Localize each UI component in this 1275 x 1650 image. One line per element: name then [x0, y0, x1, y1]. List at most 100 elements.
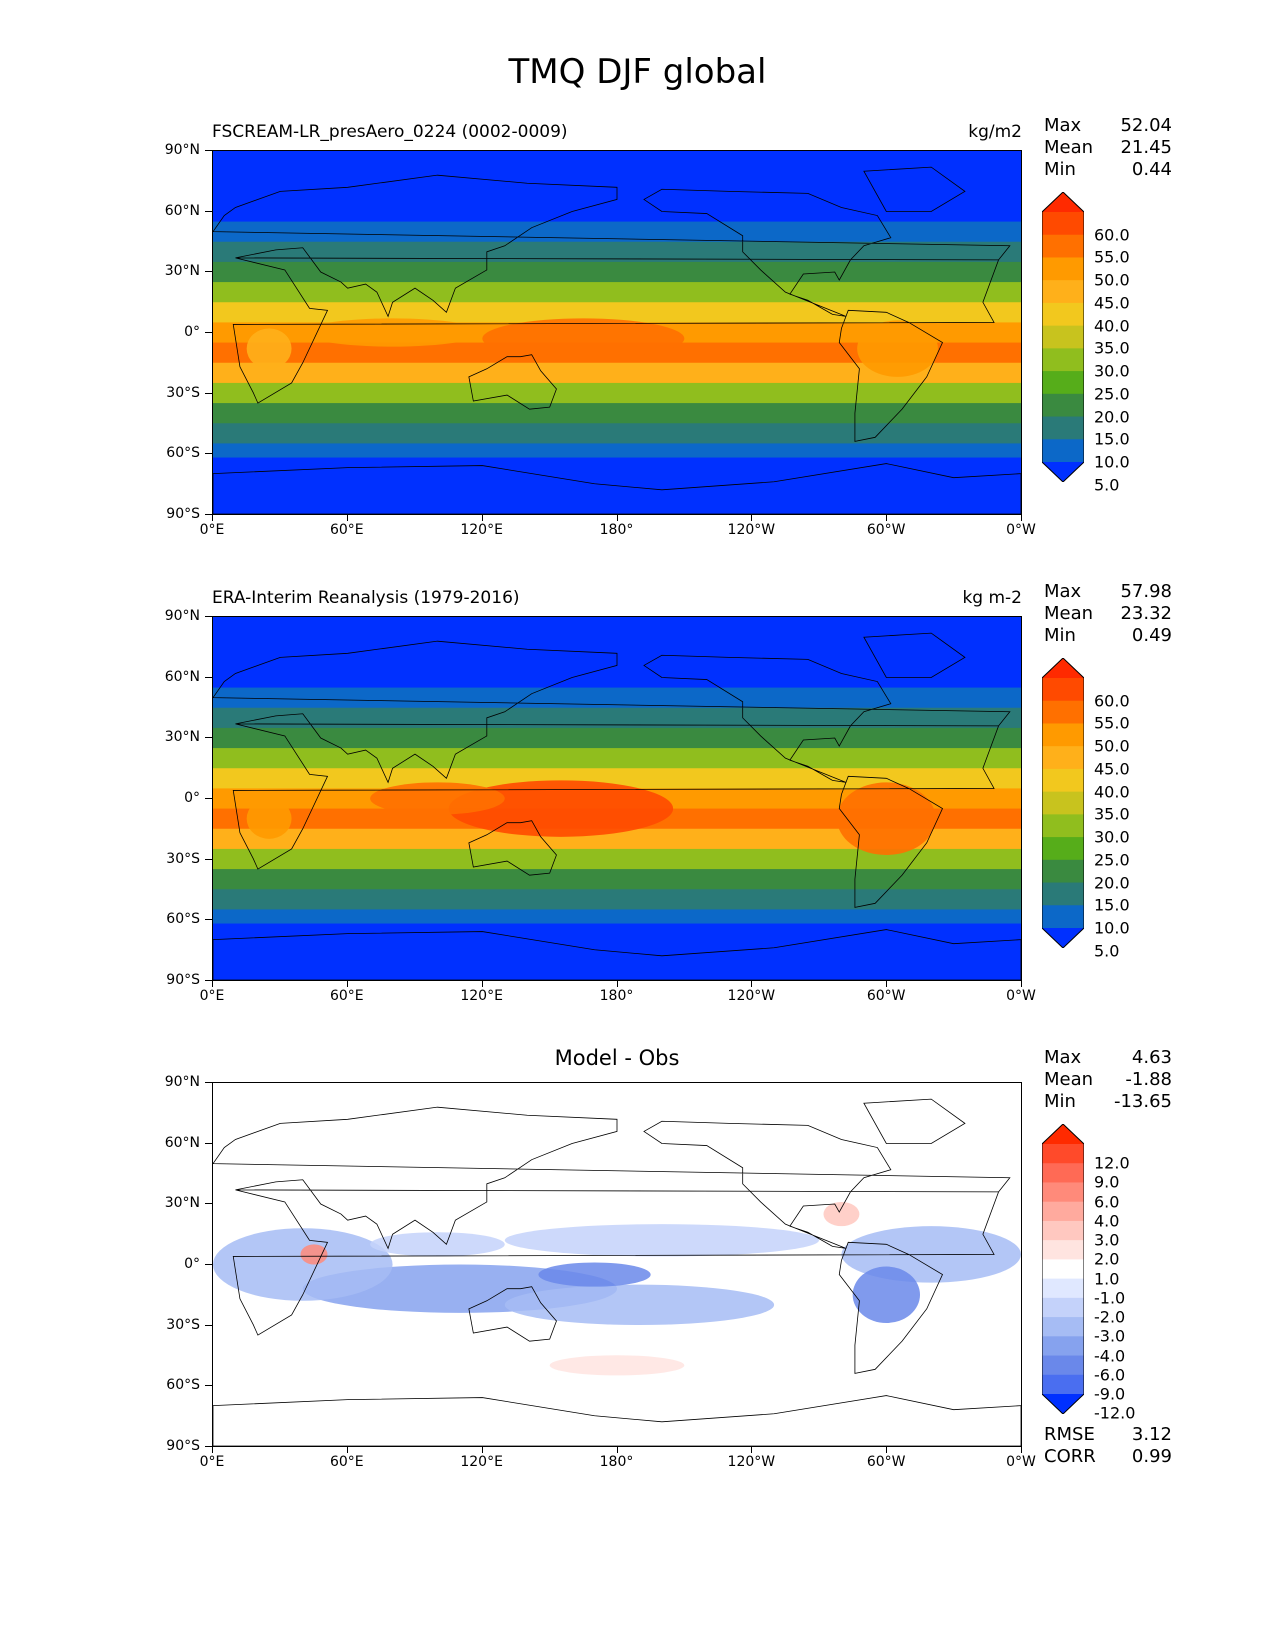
lon-tick-label: 120°E: [460, 1454, 503, 1470]
colorbar: [1041, 191, 1085, 486]
colorbar-tick-label: 30.0: [1094, 827, 1130, 847]
lat-tick-label: 30°S: [166, 384, 200, 401]
colorbar-tick-label: 60.0: [1094, 225, 1130, 245]
map-frame: [212, 150, 1022, 515]
colorbar-tick-label: 12.0: [1094, 1153, 1130, 1173]
colorbar-min-arrow: [1042, 462, 1084, 482]
lon-tick-label: 180°: [599, 1454, 634, 1470]
stats-block: Max 52.04 Mean 21.45 Min 0.44: [1044, 115, 1172, 181]
stat-value: 0.49: [1131, 625, 1172, 646]
colorbar-tick-label: -9.0: [1094, 1384, 1126, 1404]
colorbar-tick-label: 5.0: [1094, 941, 1120, 961]
stat-label: Mean: [1044, 1069, 1094, 1090]
colorbar-swatch: [1042, 1336, 1084, 1357]
colorbar-tick-label: 25.0: [1094, 384, 1130, 404]
metrics-block: RMSE 3.12 CORR 0.99: [1044, 1424, 1172, 1468]
stat-label: Min: [1044, 1091, 1076, 1112]
model-panel: FSCREAM-LR_presAero_0224 (0002-0009) kg/…: [0, 115, 1275, 560]
stat-label: Max: [1044, 1047, 1082, 1068]
lat-tick-label: 30°S: [166, 850, 200, 867]
lat-tick-label: 0°: [184, 324, 200, 340]
colorbar-tick-label: -4.0: [1094, 1346, 1126, 1366]
colorbar-tick-label: 35.0: [1094, 804, 1130, 824]
lon-tick: [346, 981, 348, 987]
colorbar-swatch: [1042, 371, 1084, 395]
map-frame: [212, 1082, 1022, 1447]
lat-tick-label: 0°: [184, 790, 200, 806]
colorbar-tick-label: 15.0: [1094, 429, 1130, 449]
stat-value: 21.45: [1120, 137, 1172, 158]
lon-tick: [212, 981, 213, 987]
lon-tick: [346, 515, 348, 521]
lon-tick: [886, 1447, 888, 1453]
panel-units: kg m-2: [962, 588, 1022, 608]
stat-label: Min: [1044, 159, 1076, 180]
colorbar-swatch: [1042, 1317, 1084, 1337]
lat-tick: [205, 858, 212, 860]
colorbar-swatch: [1042, 348, 1084, 372]
stat-label: Max: [1044, 581, 1082, 602]
lat-tick-label: 90°N: [164, 142, 200, 158]
lon-tick-label: 120°E: [460, 522, 503, 538]
lon-tick: [886, 515, 888, 521]
colorbar-swatch: [1042, 746, 1084, 770]
lat-tick: [205, 271, 212, 273]
lon-tick-label: 120°W: [727, 988, 776, 1004]
lat-tick: [205, 737, 212, 739]
colorbar-tick-label: 25.0: [1094, 850, 1130, 870]
stat-value: -1.88: [1125, 1069, 1172, 1090]
lon-tick: [751, 515, 753, 521]
colorbar-tick-label: 35.0: [1094, 338, 1130, 358]
colorbar: [1041, 657, 1085, 952]
colorbar-max-arrow: [1042, 658, 1084, 678]
stats-block: Max 57.98 Mean 23.32 Min 0.49: [1044, 581, 1172, 647]
colorbar-swatch: [1042, 700, 1084, 724]
lon-tick-label: 0°E: [199, 522, 225, 538]
stat-value: 0.44: [1131, 159, 1172, 180]
colorbar-swatch: [1042, 791, 1084, 815]
colorbar-swatch: [1042, 1240, 1084, 1260]
colorbar-tick-label: 30.0: [1094, 361, 1130, 381]
colorbar-tick-label: 45.0: [1094, 759, 1130, 779]
colorbar-min-arrow: [1042, 928, 1084, 948]
lon-tick: [1021, 981, 1022, 987]
colorbar-swatch: [1042, 768, 1084, 793]
lon-tick: [751, 981, 753, 987]
lon-tick: [616, 981, 618, 987]
lat-tick: [205, 676, 212, 678]
coastline: [213, 1098, 1021, 1446]
lat-tick: [205, 210, 212, 212]
lat-tick-label: 30°N: [164, 263, 200, 280]
colorbar-tick-label: 55.0: [1094, 247, 1130, 267]
colorbar-tick-label: 10.0: [1094, 452, 1130, 472]
figure-title: TMQ DJF global: [508, 52, 767, 92]
colorbar-swatch: [1042, 837, 1084, 861]
lat-tick: [205, 1203, 212, 1205]
colorbar-swatch: [1042, 814, 1084, 838]
diff-panel: Model - Obs Max 4.63 Mean -1.88 Min -13.65 …: [0, 1046, 1275, 1492]
lat-tick-label: 60°N: [164, 1134, 200, 1151]
panel-left-title: FSCREAM-LR_presAero_0224 (0002-0009): [212, 122, 568, 142]
lat-tick: [205, 332, 212, 333]
colorbar-swatch: [1042, 325, 1084, 349]
lat-tick: [205, 1385, 212, 1387]
stat-label: Min: [1044, 625, 1076, 646]
coastline: [213, 632, 1021, 980]
colorbar-tick-label: 55.0: [1094, 713, 1130, 733]
colorbar-tick-label: 40.0: [1094, 316, 1130, 336]
lon-tick-label: 0°E: [199, 988, 225, 1004]
colorbar-svg: [1041, 191, 1085, 483]
colorbar-tick-label: 40.0: [1094, 782, 1130, 802]
stat-label: Mean: [1044, 137, 1094, 158]
lon-tick-label: 60°W: [866, 988, 906, 1004]
lat-tick: [205, 798, 212, 799]
colorbar-tick-label: 20.0: [1094, 407, 1130, 427]
colorbar-swatch: [1042, 1163, 1084, 1183]
colorbar-swatch: [1042, 1201, 1084, 1222]
lat-tick-label: 60°N: [164, 202, 200, 219]
lat-tick: [205, 514, 212, 515]
colorbar-tick-label: 5.0: [1094, 475, 1120, 495]
map-field: [213, 617, 1021, 980]
lon-tick: [212, 1447, 213, 1453]
colorbar-swatch: [1042, 1220, 1084, 1241]
